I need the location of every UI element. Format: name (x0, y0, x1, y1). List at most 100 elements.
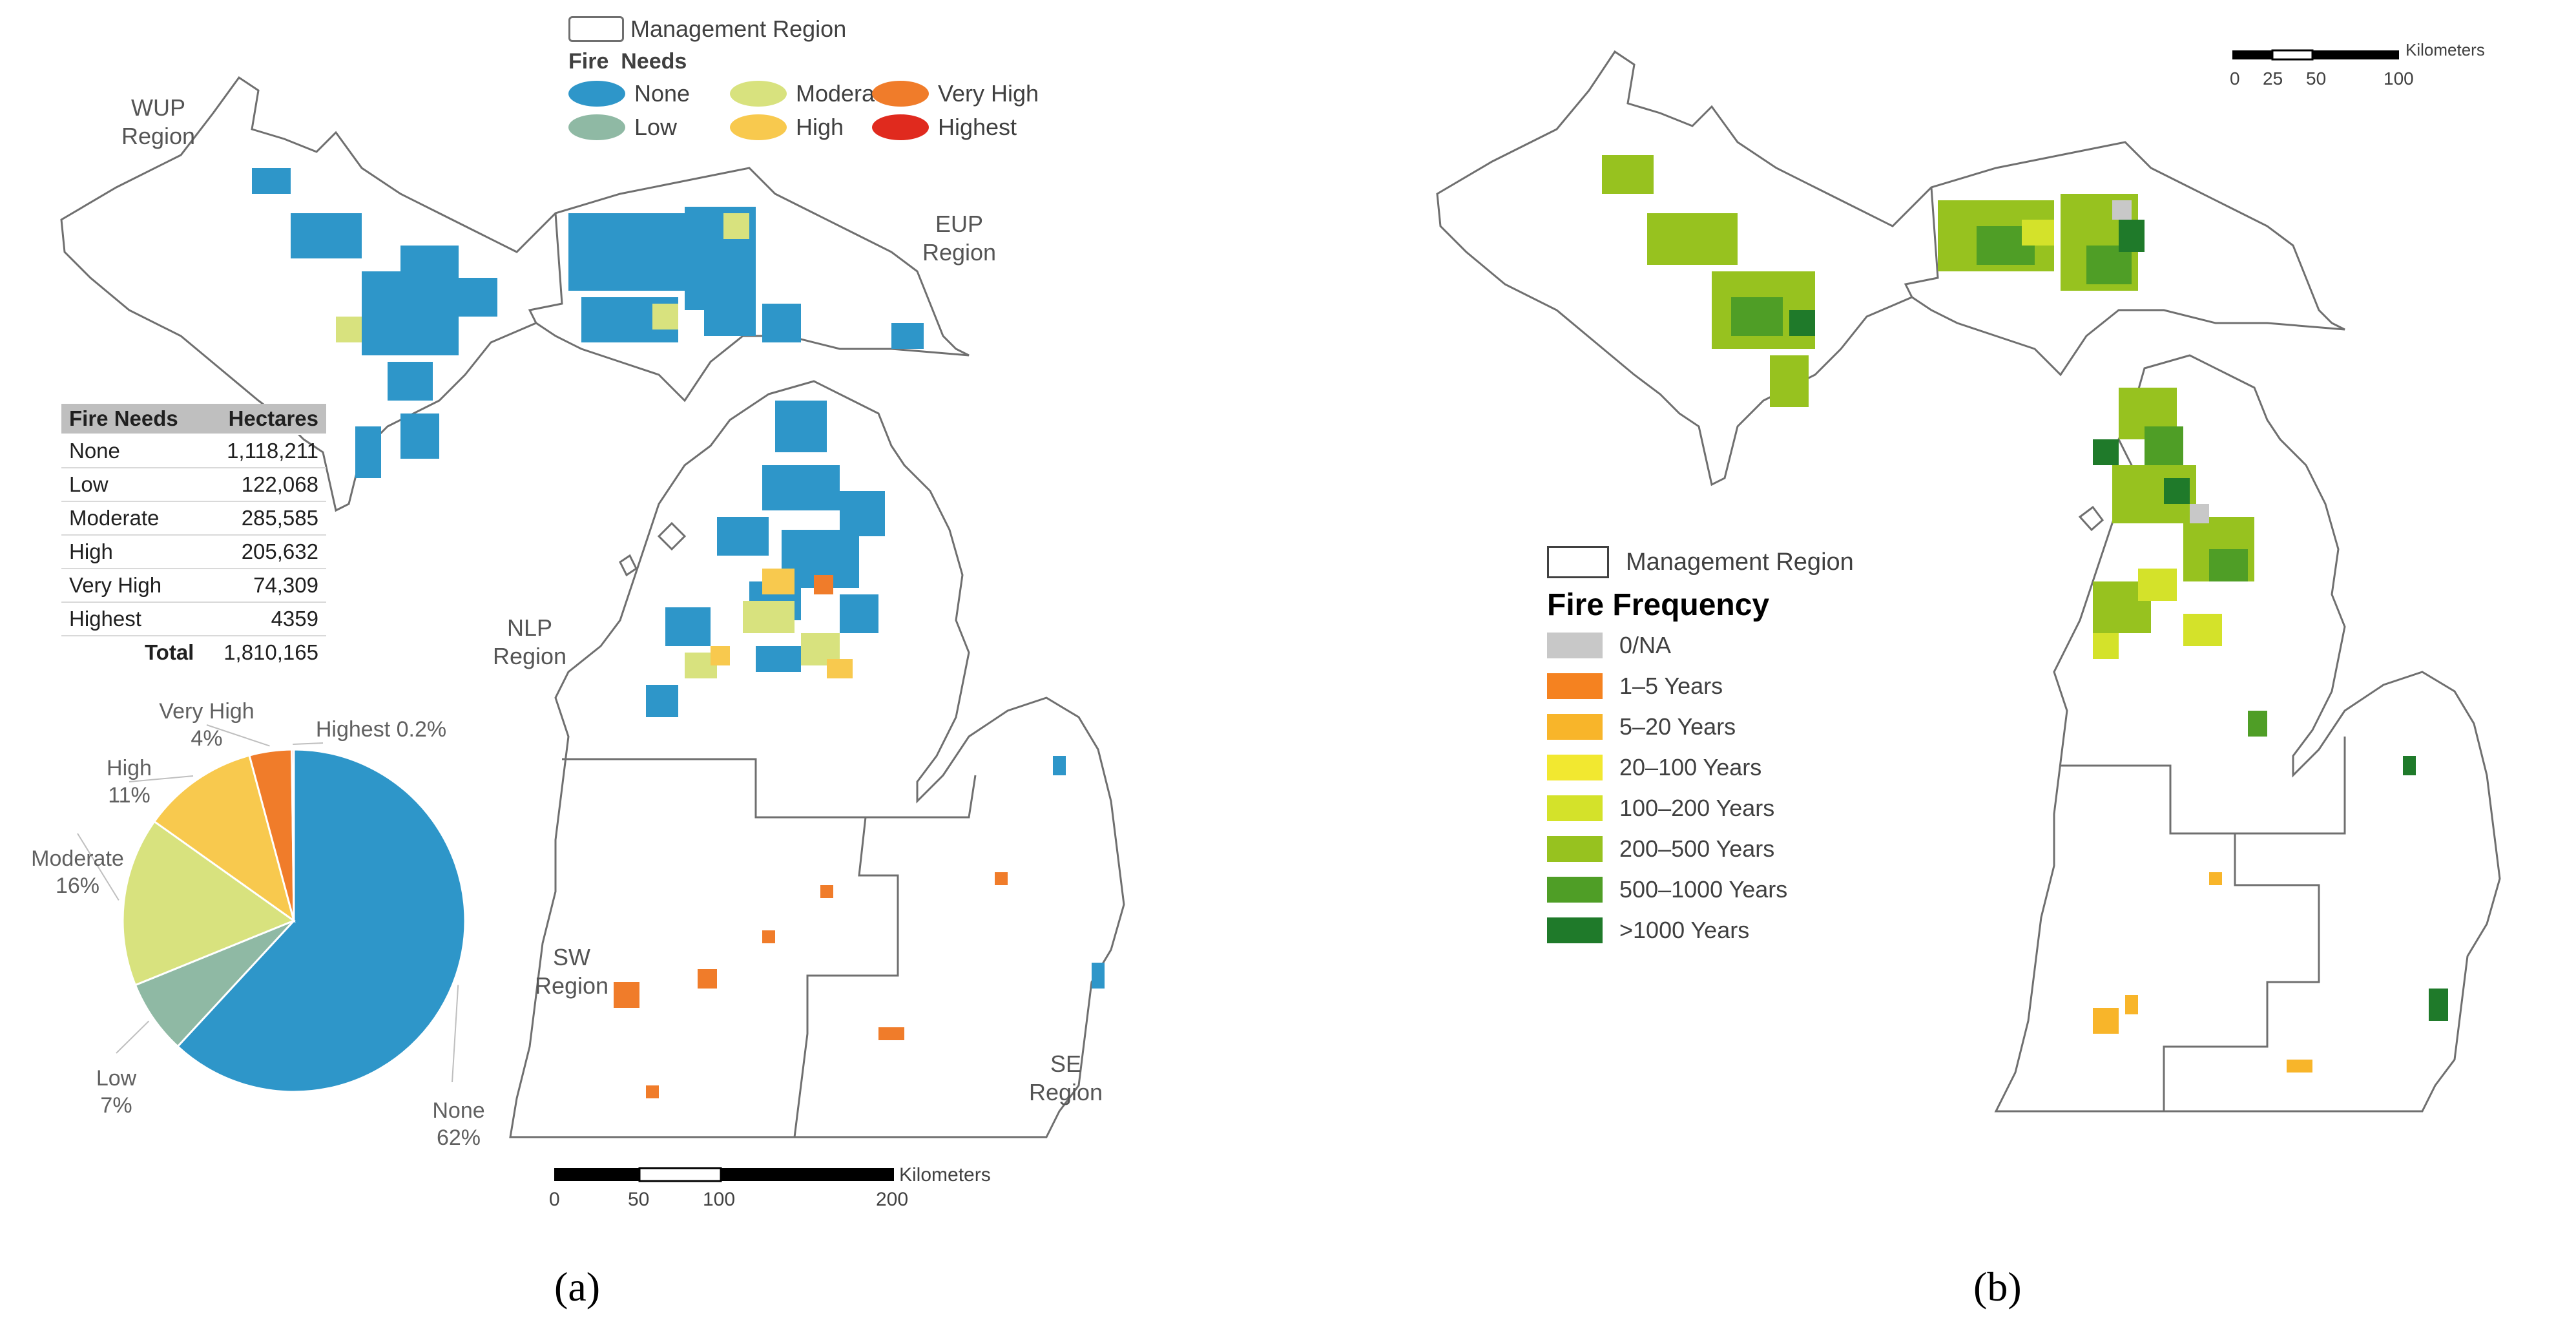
swatch-high (730, 114, 787, 140)
scale-b-unit: Kilometers (2405, 40, 2485, 59)
legend-a-item-high: High (730, 114, 844, 141)
swatch-highest (872, 114, 929, 140)
fire-needs-pie-chart: None 62% Low 7% Moderate 16% High 11%Very High 4… (31, 699, 484, 1150)
table-header-row: Fire Needs Hectares (61, 404, 326, 435)
swatch-none (568, 81, 625, 107)
scale-b-tick-50: 50 (2306, 68, 2327, 89)
pie-leader-line (452, 985, 459, 1083)
scale-a-unit: Kilometers (899, 1164, 991, 1186)
table-row: Moderate 285,585 (61, 501, 326, 536)
table-cell-hectares: 205,632 (202, 535, 326, 569)
management-region-swatch-b (1547, 546, 1609, 578)
legend-a-title: Fire Needs (568, 49, 687, 74)
legend-b-swatch (1547, 755, 1603, 780)
legend-a-item-low: Low (568, 114, 677, 141)
legend-b-item: 500–1000 Years (1547, 876, 1948, 903)
isle-outline (657, 521, 687, 551)
fire-needs-table: Fire Needs Hectares None 1,118,211 Low 122,… (61, 404, 326, 669)
legend-label-high: High (796, 114, 844, 140)
table-cell-class: None (61, 434, 202, 468)
pie-leader-line (206, 724, 270, 747)
legend-b-label: >1000 Years (1619, 917, 1750, 943)
wup-eup-boundary-b (1904, 187, 1939, 298)
table-total-value: 1,810,165 (223, 640, 318, 664)
legend-b-label: 5–20 Years (1619, 713, 1736, 740)
legend-b-swatch (1547, 795, 1603, 821)
legend-b-label: 500–1000 Years (1619, 876, 1788, 903)
legend-b-swatch (1547, 714, 1603, 740)
table-header-hectares: Hectares (202, 404, 326, 435)
lower-peninsula-outline-b (1994, 354, 2501, 1113)
caption-a: (a) (554, 1264, 601, 1310)
lower-peninsula-outline (509, 380, 1125, 1138)
legend-b-boundary-label: Management Region (1626, 548, 1854, 576)
legend-a-item-very-high: Very High (872, 80, 1039, 107)
table-cell-class: High (61, 535, 202, 569)
legend-b-boundary: Management Region (1547, 546, 1948, 578)
scale-bar-b (2232, 49, 2399, 61)
swatch-very-high (872, 81, 929, 107)
legend-b-item: >1000 Years (1547, 917, 1948, 944)
region-label-eup: EUP Region (922, 211, 997, 266)
legend-a-item-highest: Highest (872, 114, 1017, 141)
scale-a-tick-0: 0 (549, 1189, 560, 1210)
scale-b-tick-100: 100 (2384, 68, 2414, 89)
caption-b: (b) (1973, 1264, 2022, 1310)
table-row: None 1,118,211 (61, 434, 326, 468)
table-cell-class: Moderate (61, 501, 202, 536)
isle-outline-2 (619, 554, 638, 577)
upper-peninsula-outline-b (1436, 50, 2345, 487)
legend-b-swatch (1547, 877, 1603, 903)
table-row: Very High 74,309 (61, 569, 326, 603)
table-cell-hectares: 4359 (202, 602, 326, 636)
legend-b-title: Fire Frequency (1547, 588, 1770, 622)
legend-b-swatch (1547, 836, 1603, 862)
pie-slice-low (134, 919, 295, 1048)
legend-b-swatch (1547, 673, 1603, 699)
pie-slice-high (152, 754, 296, 923)
pie-slice-none (176, 748, 466, 1093)
lp-region-boundaries (562, 758, 977, 1138)
pie-slice-highest (291, 748, 295, 921)
table-cell-hectares: 74,309 (202, 569, 326, 603)
table-row: Low 122,068 (61, 468, 326, 502)
legend-b-item: 0/NA (1547, 632, 1948, 659)
legend-label-none: None (634, 80, 691, 107)
legend-a-boundary: Management Region (568, 16, 846, 43)
management-region-swatch (568, 16, 624, 42)
legend-b-item: 1–5 Years (1547, 673, 1948, 700)
legend-b-item: 20–100 Years (1547, 754, 1948, 781)
table-cell-class: Highest (61, 602, 202, 636)
region-label-wup: WUP Region (121, 94, 196, 149)
pie-leader-line (293, 742, 324, 746)
pie-leader-line (77, 833, 119, 901)
legend-b-item: 200–500 Years (1547, 835, 1948, 863)
legend-b-label: 0/NA (1619, 632, 1672, 658)
region-label-nlp: NLP Region (492, 614, 567, 669)
region-label-se: SE Region (1028, 1051, 1103, 1105)
scale-bar-a (554, 1167, 894, 1182)
scale-b-tick-25: 25 (2263, 68, 2283, 89)
region-label-sw: SW Region (534, 944, 609, 999)
legend-label-highest: Highest (938, 114, 1017, 140)
legend-b: Management Region Fire Frequency 0/NA 1–5… (1547, 546, 1948, 958)
legend-label-low: Low (634, 114, 678, 140)
wup-eup-boundary (528, 213, 563, 324)
michigan-map-b (1436, 49, 2501, 1113)
legend-b-label: 20–100 Years (1619, 754, 1762, 780)
legend-b-swatch (1547, 633, 1603, 658)
table-cell-class: Low (61, 468, 202, 502)
michigan-map-a (60, 76, 1125, 1182)
scale-b-tick-0: 0 (2230, 68, 2240, 89)
legend-b-label: 100–200 Years (1619, 795, 1775, 821)
scale-a-tick-50: 50 (628, 1189, 650, 1210)
table-cell-hectares: 1,118,211 (202, 434, 326, 468)
legend-b-item: 5–20 Years (1547, 713, 1948, 740)
scale-a-tick-100: 100 (703, 1189, 736, 1210)
pie-slice-moderate (121, 820, 296, 987)
pie-label-low: Low 7% (96, 1066, 137, 1118)
scale-a-tick-200: 200 (876, 1189, 909, 1210)
pie-leader-line (129, 775, 194, 782)
table-header-fire-needs: Fire Needs (61, 404, 202, 435)
pie-label-high: High 11% (107, 756, 152, 808)
